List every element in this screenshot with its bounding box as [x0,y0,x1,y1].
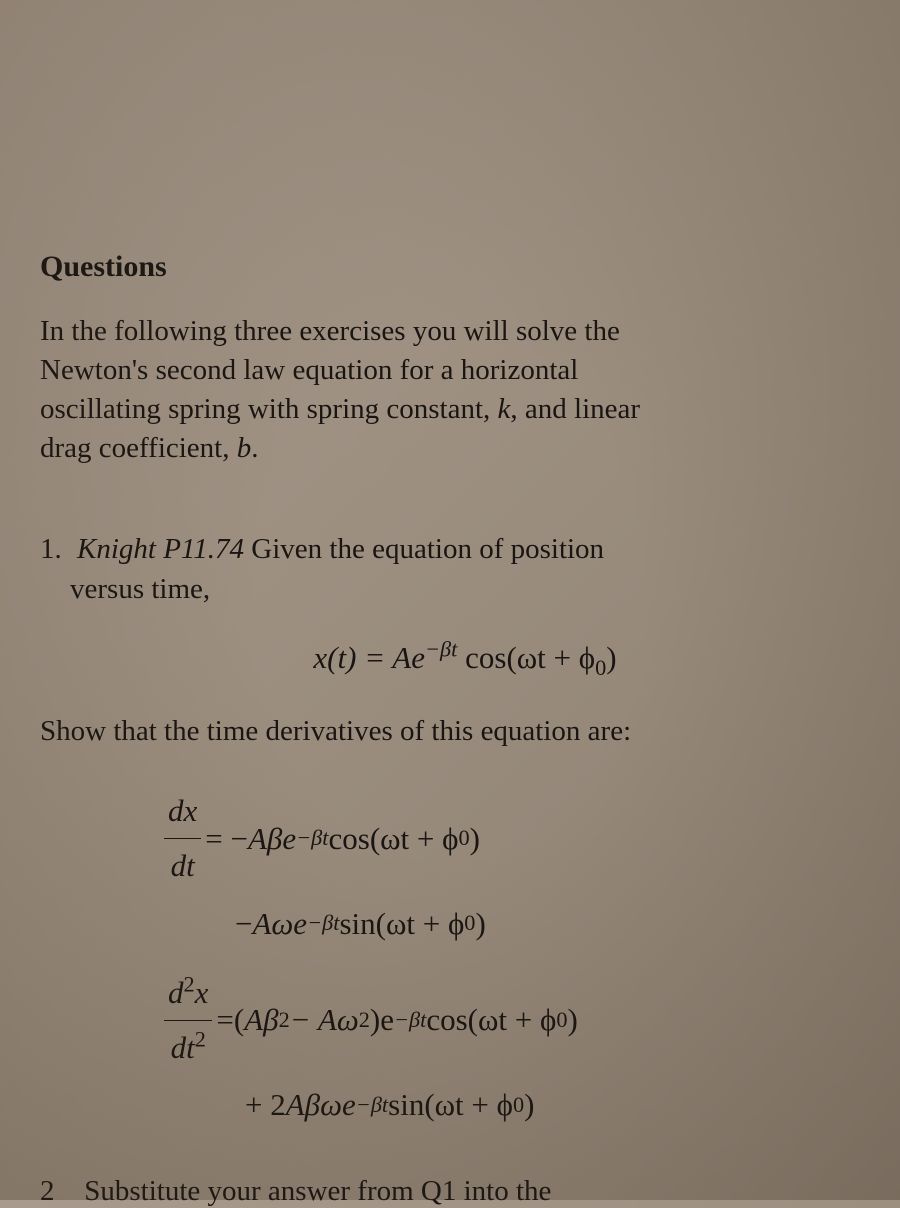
first-derivative-row1: dx dt = − Aβe−βt cos(ωt + ϕ0) [160,786,860,890]
d2-exp2: −βt [356,1092,388,1117]
d2xdt2-num: d2x [164,968,212,1021]
q1-reference: Knight P11.74 [77,533,244,565]
first-derivative-row2: − Aωe−βt sin(ωt + ϕ0) [235,899,860,949]
q2-text: Substitute your answer from Q1 into the [84,1175,551,1207]
dxdt-end2: ) [475,899,485,949]
dxdt-minus2: − [235,899,252,949]
eq-pos-cos: cos(ωt + ϕ [457,640,595,675]
d2xdt2-fraction: d2x dt2 [164,968,212,1072]
dxdt-sin2: sin(ωt + ϕ [339,899,464,949]
q1-number: 1. [40,529,62,570]
intro-line4a: drag coefficient, [40,432,237,464]
dxdt-term2: Aωe [252,899,307,949]
var-b: b [237,432,252,464]
d2-eq: =( [216,995,244,1045]
eq-pos-sub: 0 [595,655,606,680]
q2-number: 2 [40,1175,55,1208]
dxdt-term1: Aβe [248,814,296,864]
intro-line4c: . [251,432,258,464]
d2-den-sup: 2 [195,1026,206,1051]
eq-pos-lhs: x(t) = Ae [313,640,425,675]
d2-num-sup: 2 [184,972,195,997]
eq-pos-end: ) [606,640,616,675]
derivatives-block: dx dt = − Aβe−βt cos(ωt + ϕ0) − Aωe−βt s… [160,786,860,1130]
dxdt-den: dt [164,839,201,891]
d2-num-d: d [168,975,184,1010]
eq-pos-exp: −βt [425,636,457,661]
dxdt-cos1: cos(ωt + ϕ [329,814,459,864]
intro-line2: Newton's second law equation for a horiz… [40,354,578,386]
intro-line3b: , and linear [510,393,640,425]
d2-2ABw: Aβωe [286,1080,356,1130]
d2-den-dt: dt [171,1030,195,1065]
question-1: 1. Knight P11.74 Given the equation of p… [70,529,860,1130]
d2-exp1: −βt [394,1007,426,1032]
dxdt-eq: = − [205,814,248,864]
d2-num-x: x [195,975,209,1010]
document-page: Questions In the following three exercis… [40,250,860,1208]
q1-prompt: 1. Knight P11.74 Given the equation of p… [70,529,860,610]
intro-line1: In the following three exercises you wil… [40,315,620,347]
d2-end2: ) [524,1080,534,1130]
dxdt-end1: ) [470,814,480,864]
section-heading: Questions [40,250,860,284]
show-derivatives-text: Show that the time derivatives of this e… [40,711,860,752]
d2-minus-Aw: − Aω [290,995,359,1045]
dxdt-num: dx [164,786,201,839]
question-2-partial: 2 Substitute your answer from Q1 into th… [40,1175,860,1208]
d2-plus: + 2 [245,1080,286,1130]
d2-cos1: cos(ωt + ϕ [426,995,556,1045]
d2-close-e: )e [370,995,394,1045]
intro-paragraph: In the following three exercises you wil… [40,312,860,469]
d2-end1: ) [567,995,577,1045]
d2-AB: Aβ [244,995,278,1045]
second-derivative-row1: d2x dt2 =(Aβ2 − Aω2)e−βt cos(ωt + ϕ0) [160,968,860,1072]
var-k: k [498,393,511,425]
q1-text-b: versus time, [70,573,210,605]
dxdt-fraction: dx dt [164,786,201,890]
q1-text-a: Given the equation of position [244,533,604,565]
second-derivative-row2: + 2Aβωe−βt sin(ωt + ϕ0) [245,1080,860,1130]
d2xdt2-den: dt2 [164,1021,212,1073]
d2-sin2: sin(ωt + ϕ [388,1080,513,1130]
dxdt-exp2: −βt [307,910,339,935]
position-equation: x(t) = Ae−βt cos(ωt + ϕ0) [70,640,860,676]
intro-line3a: oscillating spring with spring constant, [40,393,498,425]
dxdt-exp1: −βt [296,825,328,850]
